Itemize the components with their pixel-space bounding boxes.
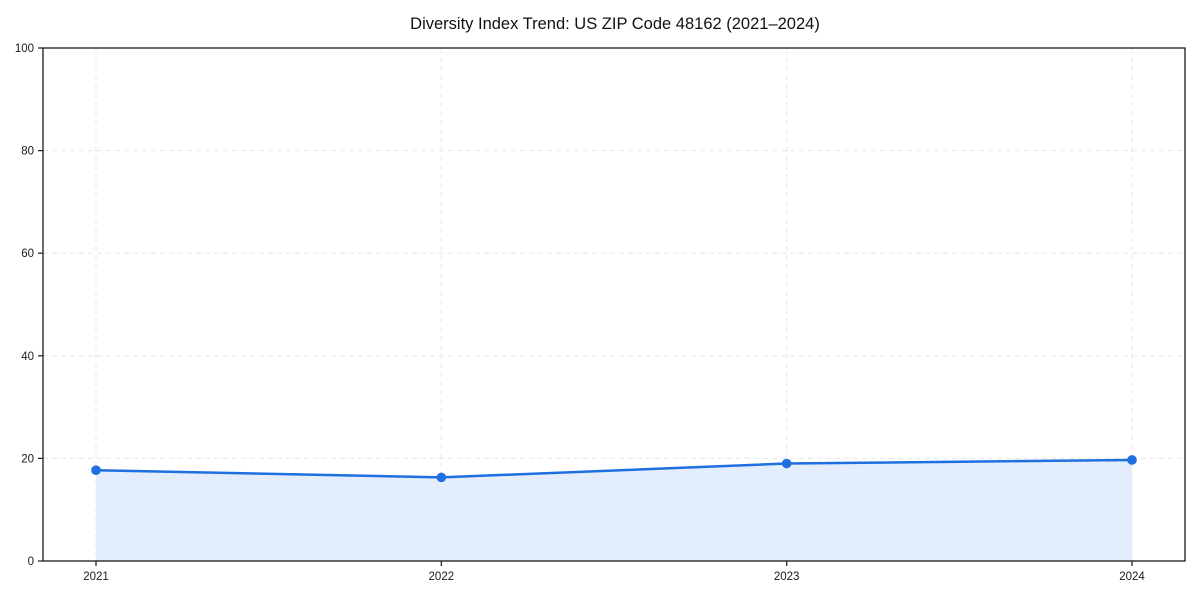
data-point <box>781 458 792 469</box>
x-tick-label: 2021 <box>83 571 109 583</box>
data-point <box>91 465 101 475</box>
trend-line <box>94 458 1134 479</box>
y-tick-label: 100 <box>15 43 34 55</box>
x-tick-label: 2023 <box>774 571 800 583</box>
y-tick-label: 0 <box>28 556 34 568</box>
data-series <box>91 455 1137 561</box>
axes: 0 20 40 60 80 100 2021 2022 2023 2024 <box>15 43 1186 583</box>
x-tick-label: 2024 <box>1119 571 1145 583</box>
y-tick-label: 60 <box>21 248 34 260</box>
y-tick-label: 20 <box>21 453 34 465</box>
data-point <box>1127 455 1137 465</box>
x-tick-label: 2022 <box>429 571 455 583</box>
area-fill <box>96 459 1132 561</box>
data-point <box>436 472 447 483</box>
chart-title: Diversity Index Trend: US ZIP Code 48162… <box>410 15 820 33</box>
plot-border <box>42 47 1186 562</box>
y-tick-label: 40 <box>21 351 34 363</box>
y-tick-label: 80 <box>21 146 34 158</box>
